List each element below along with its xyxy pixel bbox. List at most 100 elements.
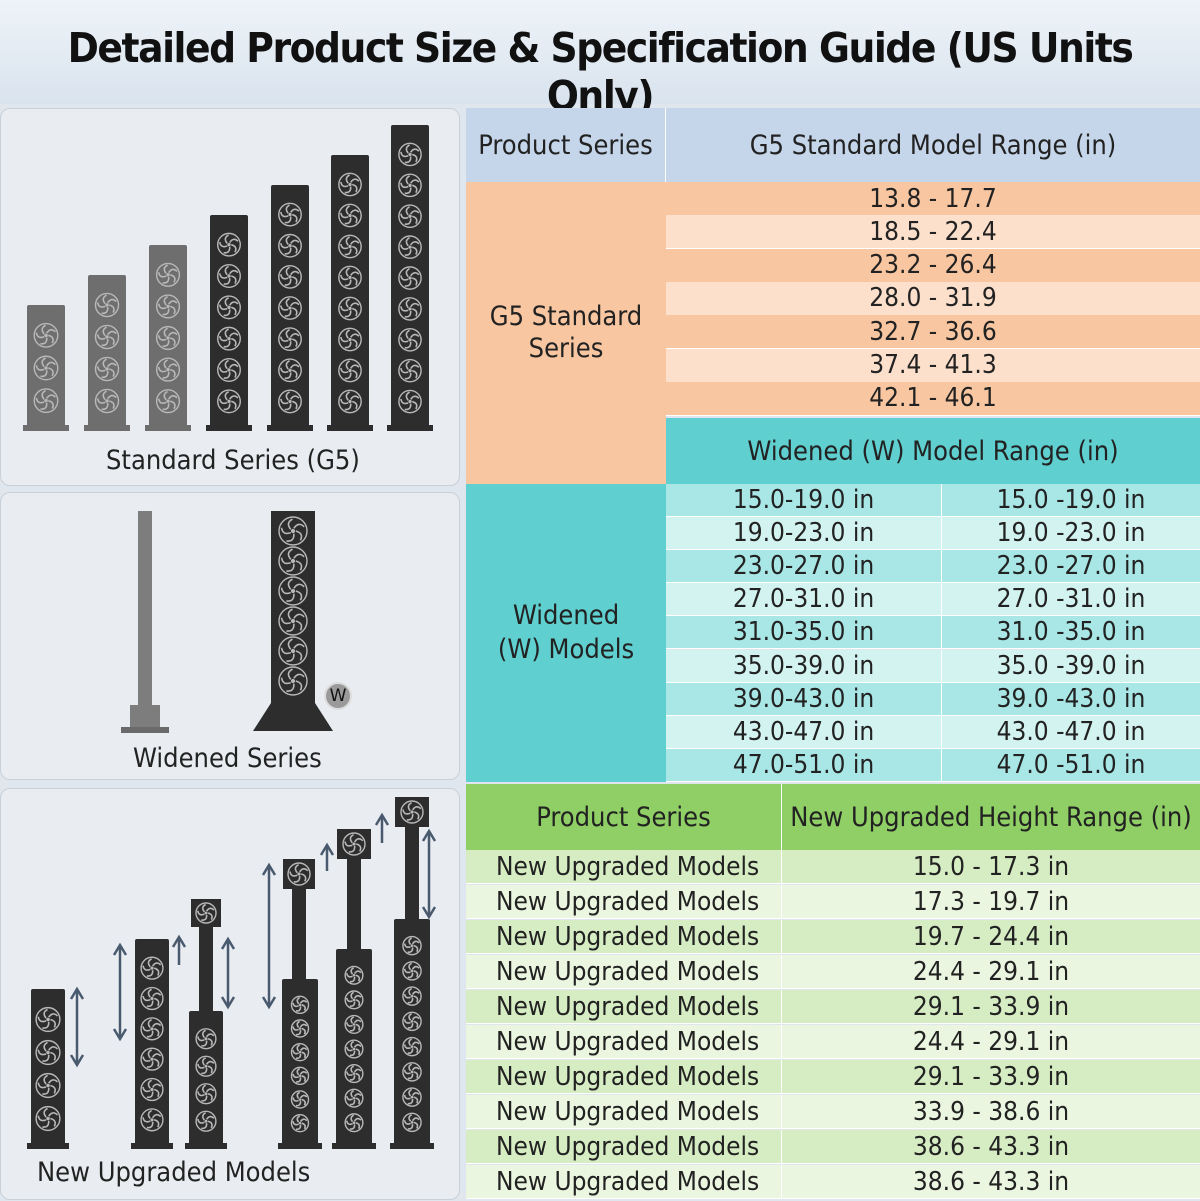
fan-icon (338, 327, 362, 352)
widened-pole (138, 511, 152, 709)
g5-range-row: 23.2 - 26.4 (666, 248, 1200, 283)
widened-range-cell: 39.0 -43.0 in (942, 682, 1200, 716)
fan-icon (278, 202, 302, 227)
arrow-head (319, 842, 335, 856)
upgraded-range-cell: 38.6 - 43.3 in (782, 1130, 1200, 1164)
g5-range-row: 32.7 - 36.6 (666, 315, 1200, 350)
upgraded-series-cell: New Upgraded Models (466, 1165, 782, 1199)
fan-icon (338, 203, 362, 228)
upgraded-table: Product Series New Upgraded Height Range… (466, 784, 1200, 1200)
fan-icon (278, 296, 302, 320)
g5-range-row: 28.0 - 31.9 (666, 281, 1200, 316)
arrow-head (220, 996, 236, 1010)
arrow-head (421, 828, 437, 842)
fan-icon (402, 1062, 422, 1082)
fan-icon (398, 235, 422, 259)
fan-icon (344, 990, 364, 1010)
fan-icon (287, 862, 311, 886)
widened-range-cell: 31.0 -35.0 in (942, 616, 1200, 650)
g5-range-row: 18.5 - 22.4 (666, 215, 1200, 250)
upgraded-tower (189, 1011, 223, 1149)
telescope-pole (405, 827, 419, 921)
arrow-head (220, 936, 236, 950)
telescope-pole (199, 927, 213, 1013)
fan-icon (195, 1083, 217, 1105)
fan-icon (338, 265, 362, 290)
upgraded-range-cell: 29.1 - 33.9 in (782, 1060, 1200, 1094)
widened-range-cell: 35.0-39.0 in (666, 649, 942, 683)
g5-col1-header: Product Series (466, 108, 666, 182)
fan-icon (33, 322, 59, 348)
upgraded-series-cell: New Upgraded Models (466, 1095, 782, 1129)
fan-icon (398, 389, 422, 414)
fan-icon (278, 327, 302, 352)
fan-icon (338, 234, 362, 259)
fan-icon (342, 832, 366, 856)
upgraded-series-cell: New Upgraded Models (466, 920, 782, 954)
upgraded-series-cell: New Upgraded Models (466, 885, 782, 919)
fan-icon (344, 1113, 364, 1133)
fan-icon (155, 389, 181, 414)
upgraded-series-cell: New Upgraded Models (466, 1060, 782, 1094)
fan-icon (402, 986, 422, 1006)
g5-series-label: G5 Standard Series (466, 182, 666, 484)
upgraded-range-cell: 17.3 - 19.7 in (782, 885, 1200, 919)
fan-icon (398, 204, 422, 229)
fan-icon (155, 357, 181, 382)
fan-icon (338, 389, 362, 414)
widened-range-cell: 19.0 -23.0 in (942, 517, 1200, 551)
g5-range-row: 37.4 - 41.3 (666, 348, 1200, 383)
fan-icon (195, 1110, 217, 1132)
arrow-head (171, 934, 187, 948)
g5-col2-header: G5 Standard Model Range (in) (666, 108, 1200, 182)
fan-icon (33, 388, 59, 414)
title-banner: Detailed Product Size & Specification Gu… (0, 0, 1200, 120)
fan-icon (398, 142, 422, 167)
widened-table: Widened (W) Model Range (in) Widened (W)… (466, 418, 1200, 782)
widened-tower-body (271, 511, 315, 709)
fan-icon (338, 358, 362, 383)
upgraded-range-cell: 19.7 - 24.4 in (782, 920, 1200, 954)
widened-header: Widened (W) Model Range (in) (666, 418, 1200, 484)
upgraded-series-illustration (27, 797, 437, 1149)
telescope-pole (292, 889, 306, 981)
widened-tower-base (253, 703, 333, 731)
widened-range-cell: 27.0-31.0 in (666, 583, 942, 617)
fan-icon (140, 1108, 164, 1132)
widened-range-cell: 19.0-23.0 in (666, 517, 942, 551)
upgraded-series-cell: New Upgraded Models (466, 850, 782, 884)
fan-icon (278, 606, 308, 636)
fan-icon (155, 294, 181, 319)
fan-icon (278, 233, 302, 258)
upgraded-col1-header: Product Series (466, 784, 782, 850)
fan-icon (278, 636, 308, 666)
widened-range-cell: 35.0 -39.0 in (942, 649, 1200, 683)
fan-icon (278, 516, 308, 546)
widened-range-cell: 23.0-27.0 in (666, 550, 942, 584)
upgraded-tower (394, 919, 430, 1149)
fan-icon (217, 389, 241, 414)
widened-series-illustration (121, 511, 333, 733)
widened-range-cell: 43.0-47.0 in (666, 715, 942, 749)
upgraded-series-cell: New Upgraded Models (466, 1025, 782, 1059)
arrow-head (261, 862, 277, 876)
arrow-head (421, 906, 437, 920)
fan-icon (94, 356, 120, 382)
widened-range-cell: 15.0 -19.0 in (942, 484, 1200, 517)
fan-icon (278, 666, 308, 696)
widened-range-cell: 15.0-19.0 in (666, 484, 942, 517)
fan-icon (402, 1036, 422, 1057)
arrow-head (261, 996, 277, 1010)
fan-icon (290, 1019, 310, 1038)
standard-series-panel: Standard Series (G5) (0, 108, 460, 486)
standard-tower (331, 155, 369, 431)
fan-icon (35, 1039, 61, 1066)
g5-range-row: 13.8 - 17.7 (666, 182, 1200, 216)
fan-icon (35, 1006, 61, 1033)
upgraded-tower (282, 979, 318, 1149)
page-title: Detailed Product Size & Specification Gu… (67, 24, 1134, 120)
upgraded-series-caption: New Upgraded Models (37, 1157, 311, 1188)
arrow-head (112, 942, 128, 956)
widened-range-cell: 23.0 -27.0 in (942, 550, 1200, 584)
fan-icon (278, 358, 302, 383)
